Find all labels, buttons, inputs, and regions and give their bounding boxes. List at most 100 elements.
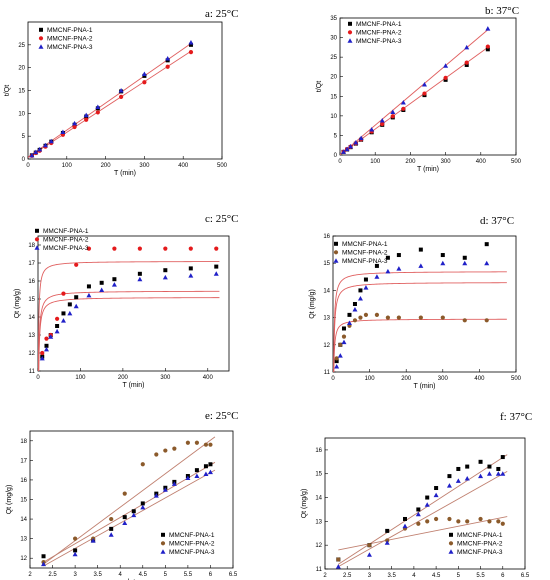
data-point	[334, 356, 339, 361]
data-point	[108, 532, 114, 537]
data-point	[341, 326, 346, 331]
legend-label: MMCNF-PNA-1	[43, 228, 89, 235]
panel-title: f: 37°C	[500, 411, 532, 423]
data-point	[487, 519, 492, 524]
fit-curve-3	[38, 297, 220, 371]
legend-label: MMCNF-PNA-2	[47, 36, 93, 43]
legend-label: MMCNF-PNA-3	[43, 245, 89, 252]
data-point	[208, 442, 213, 447]
data-point	[171, 481, 177, 486]
series-3	[335, 471, 506, 569]
x-tick-label: 300	[160, 375, 171, 381]
legend-marker	[160, 541, 166, 546]
data-point	[41, 554, 46, 559]
chart-panel-3: 0 100 200 300 400 11 12 13 14 15 16 17 18 T (min) Qt (…	[14, 213, 238, 389]
x-tick-label: 300	[139, 163, 150, 169]
x-tick-label: 100	[62, 163, 73, 169]
data-point	[86, 246, 92, 251]
data-point	[446, 483, 452, 488]
fit-curve-2	[38, 290, 220, 371]
legend-label: MMCNF-PNA-1	[356, 21, 402, 28]
x-tick-label: 300	[438, 376, 449, 382]
data-point	[363, 277, 368, 282]
data-point	[440, 315, 445, 320]
data-point	[112, 246, 117, 251]
data-point	[415, 511, 421, 517]
x-axis-label: T (min)	[122, 382, 144, 389]
data-point	[346, 320, 352, 326]
legend-marker	[34, 245, 40, 250]
fit-lines	[38, 261, 220, 371]
data-point	[213, 271, 219, 276]
y-tick-label: 15	[315, 472, 322, 478]
data-point	[478, 473, 484, 479]
data-point	[384, 540, 390, 545]
data-point	[422, 91, 427, 96]
data-point	[163, 268, 168, 273]
data-point	[72, 551, 78, 557]
data-point	[500, 521, 505, 526]
data-point	[40, 350, 45, 356]
y-tick-label: 25	[330, 55, 337, 61]
data-point	[455, 478, 461, 483]
data-point	[48, 334, 54, 339]
data-point	[42, 142, 48, 148]
data-point	[374, 263, 379, 268]
data-point	[163, 246, 168, 251]
data-point	[73, 303, 79, 309]
data-point	[478, 516, 483, 522]
data-point	[341, 149, 347, 154]
chart-panel-5: 22.533.544.555.566.512131415161718lntQt …	[6, 410, 238, 580]
y-tick-label: 13	[28, 333, 35, 339]
data-point	[131, 512, 137, 518]
data-point	[74, 262, 79, 267]
y-tick-label: 14	[323, 288, 330, 294]
y-tick-label: 15	[323, 261, 330, 267]
data-point	[338, 342, 343, 347]
data-point	[95, 110, 100, 115]
y-tick-label: 12	[323, 343, 330, 349]
data-point	[185, 440, 190, 445]
legend-label: MMCNF-PNA-3	[47, 44, 93, 51]
x-tick-label: 3.5	[387, 573, 396, 579]
data-point	[33, 149, 39, 155]
data-point	[29, 152, 35, 158]
legend-marker	[161, 532, 165, 537]
data-point	[462, 255, 467, 260]
data-point	[163, 448, 168, 453]
data-point	[447, 474, 452, 479]
data-point	[194, 468, 199, 473]
series-2	[334, 312, 489, 361]
fit-curve-2	[333, 282, 507, 372]
legend-label: MMCNF-PNA-2	[169, 541, 215, 548]
data-point	[39, 355, 45, 361]
data-point	[352, 306, 358, 312]
data-point	[203, 471, 209, 477]
data-point	[119, 94, 124, 99]
data-point	[416, 521, 421, 526]
x-tick-label: 2	[323, 573, 327, 579]
data-point	[90, 538, 96, 543]
data-point	[374, 274, 380, 279]
x-tick-label: 100	[370, 159, 381, 165]
chart-panel-4: 0 100 200 300 400 500 11 12 13 14 15 16 T (min) Qt (m…	[309, 215, 522, 390]
x-tick-label: 6.5	[229, 572, 238, 578]
series-2	[29, 50, 194, 158]
y-tick-label: 11	[324, 370, 331, 376]
data-point	[41, 561, 47, 567]
data-point	[188, 50, 194, 55]
legend-marker	[448, 541, 454, 546]
data-point	[131, 509, 136, 514]
legend-label: MMCNF-PNA-3	[169, 549, 215, 556]
data-point	[462, 260, 468, 266]
data-point	[380, 121, 385, 127]
data-point	[487, 464, 492, 469]
legend-marker	[348, 21, 352, 26]
y-tick-label: 14	[28, 315, 35, 321]
y-tick-label: 12	[315, 543, 322, 549]
data-point	[203, 464, 208, 469]
x-tick-label: 6	[501, 573, 505, 579]
legend-label: MMCNF-PNA-1	[47, 27, 93, 34]
data-point	[440, 253, 445, 258]
